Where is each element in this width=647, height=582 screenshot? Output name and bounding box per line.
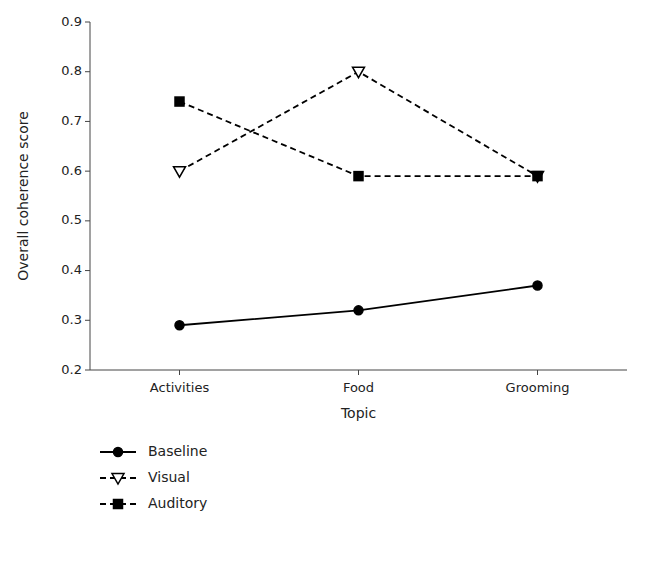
x-tick-label: Food (343, 380, 374, 395)
y-tick-label: 0.2 (61, 362, 82, 377)
y-tick (85, 270, 90, 271)
y-axis-label: Overall coherence score (15, 111, 31, 281)
data-point (533, 281, 542, 290)
series-line (180, 72, 538, 176)
x-tick (358, 370, 359, 375)
data-point (353, 67, 365, 78)
legend-marker (112, 474, 124, 485)
legend-label: Auditory (148, 495, 207, 511)
legend-label: Baseline (148, 443, 207, 459)
x-tick-label: Activities (150, 380, 210, 395)
plot-area (174, 67, 544, 330)
legend-label: Visual (148, 469, 190, 485)
data-point (174, 167, 186, 178)
x-tick (179, 370, 180, 375)
y-tick (85, 71, 90, 72)
legend-marker (114, 500, 123, 509)
chart-container: 0.2 0.3 0.4 0.5 0.6 0.7 0.8 0.9 Activities Food Gr… (0, 0, 647, 582)
x-tick-label: Grooming (506, 380, 570, 395)
y-tick (85, 220, 90, 221)
data-point (175, 321, 184, 330)
y-tick-label: 0.9 (61, 14, 82, 29)
series-line (180, 285, 538, 325)
chart-svg: 0.2 0.3 0.4 0.5 0.6 0.7 0.8 0.9 Activities Food Gr… (0, 0, 647, 582)
series-line (180, 102, 538, 177)
y-tick-label: 0.3 (61, 312, 82, 327)
y-tick-label: 0.8 (61, 63, 82, 78)
legend: Baseline Visual Auditory (100, 443, 207, 511)
x-axis-label: Topic (340, 405, 376, 421)
y-tick (85, 320, 90, 321)
y-tick-label: 0.4 (61, 262, 82, 277)
y-tick (85, 22, 90, 23)
data-point (354, 306, 363, 315)
data-point (532, 172, 544, 183)
y-tick-label: 0.7 (61, 113, 82, 128)
data-point (354, 172, 363, 181)
data-point (533, 172, 542, 181)
y-tick (85, 171, 90, 172)
y-tick (85, 121, 90, 122)
x-tick (537, 370, 538, 375)
y-axis-line (90, 22, 91, 370)
y-tick-label: 0.6 (61, 163, 82, 178)
y-tick-label: 0.5 (61, 212, 82, 227)
legend-marker (114, 448, 123, 457)
data-point (175, 97, 184, 106)
y-tick (85, 370, 90, 371)
